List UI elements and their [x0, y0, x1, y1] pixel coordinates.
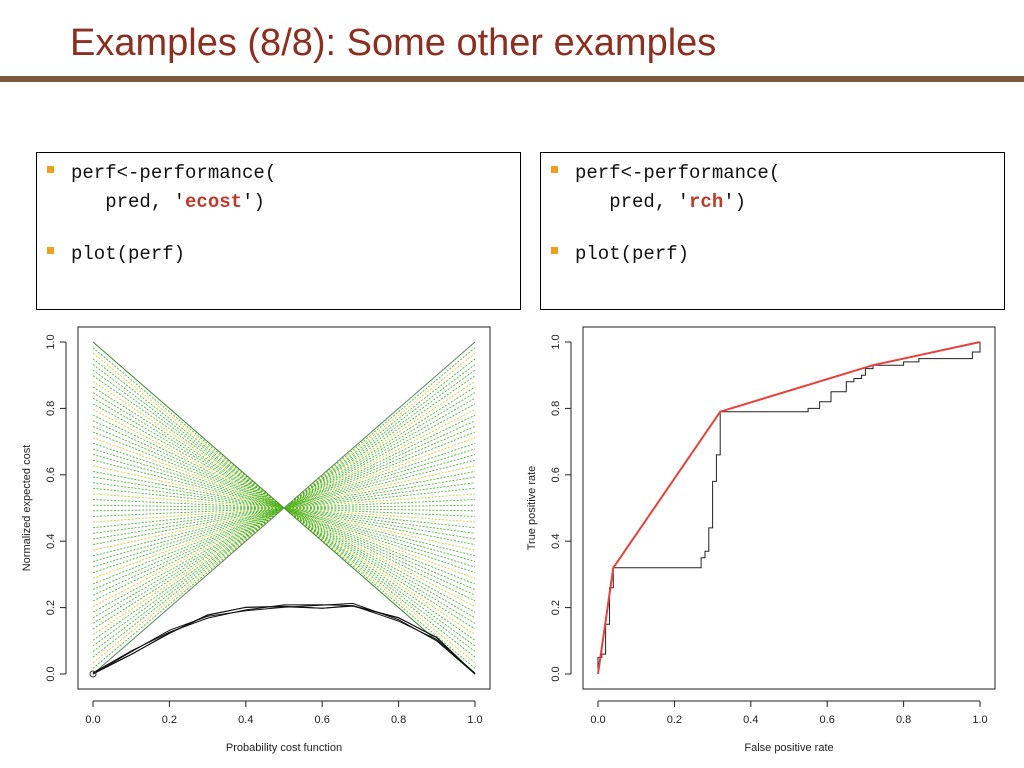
cost-line	[92, 504, 476, 512]
cost-line	[92, 504, 476, 512]
code-line: plot(perf)	[575, 243, 690, 265]
cost-curve-chart: 0.0 0.2 0.4 0.6 0.8 1.0 0.0 0.2 0.4 0.6 0.8 1.0 Prob…	[21, 326, 491, 754]
cost-y-tick-label: 0.8	[45, 401, 57, 416]
cost-line	[92, 487, 476, 529]
cost-line	[92, 499, 476, 517]
title-divider	[0, 76, 1024, 82]
square-bullet-icon	[551, 247, 558, 254]
cost-x-tick-label: 0.0	[85, 714, 100, 726]
code-line-prefix: pred, '	[71, 191, 186, 213]
cost-envelope-line	[92, 604, 476, 674]
cost-y-tick-label: 0.4	[45, 534, 57, 549]
cost-x-axis-title: Probability cost function	[226, 742, 342, 754]
cost-line	[92, 414, 476, 602]
roc-convex-hull-line	[597, 341, 981, 675]
roc-x-tick-label: 0.6	[820, 714, 835, 726]
cost-line	[92, 386, 476, 630]
roc-y-tick-label: 1.0	[550, 334, 562, 349]
measure-keyword: rch	[689, 191, 724, 213]
cost-x-tick-label: 1.0	[467, 714, 482, 726]
cost-line	[92, 414, 476, 602]
code-box-ecost: perf<-performance( pred, 'ecost') plot(p…	[36, 152, 521, 310]
cost-y-tick-label: 1.0	[45, 334, 57, 349]
roc-x-tick-label: 0.4	[743, 714, 758, 726]
code-box-rch: perf<-performance( pred, 'rch') plot(per…	[540, 152, 1005, 310]
cost-envelope-line	[92, 605, 476, 675]
code-line: perf<-performance(	[71, 162, 277, 184]
code-bullet-plot: plot(perf)	[551, 240, 689, 269]
slide-title: Examples (8/8): Some other examples	[70, 22, 717, 64]
roc-x-tick-label: 0.0	[590, 714, 605, 726]
cost-line	[92, 454, 476, 562]
square-bullet-icon	[47, 247, 54, 254]
cost-line	[92, 442, 476, 574]
cost-origin-point	[89, 670, 97, 678]
cost-plot-frame	[77, 326, 491, 690]
cost-x-tick-label: 0.6	[315, 714, 330, 726]
cost-line	[92, 465, 476, 551]
square-bullet-icon	[551, 166, 558, 173]
code-call: perf<-performance( pred, 'rch')	[575, 159, 780, 217]
code-line: perf<-performance(	[575, 162, 781, 184]
cost-diagonal-line	[92, 341, 476, 675]
roc-y-tick-label: 0.6	[550, 467, 562, 482]
cost-line	[92, 386, 476, 630]
roc-chart: 0.0 0.2 0.4 0.6 0.8 1.0 0.0 0.2 0.4 0.6 0.8 1.0 Fals…	[526, 326, 996, 754]
roc-x-tick-label: 1.0	[972, 714, 987, 726]
cost-envelope-line	[92, 602, 476, 675]
code-bullet-performance: perf<-performance( pred, 'ecost')	[47, 159, 276, 217]
cost-line	[92, 465, 476, 551]
roc-y-tick-label: 0.0	[550, 666, 562, 681]
cost-line	[92, 499, 476, 517]
code-bullet-plot: plot(perf)	[47, 240, 185, 269]
code-line-suffix: ')	[242, 191, 265, 213]
cost-x-tick-label: 0.4	[238, 714, 253, 726]
cost-line	[92, 493, 476, 523]
cost-line	[92, 392, 476, 624]
cost-y-tick-label: 0.0	[45, 666, 57, 681]
cost-y-tick-label: 0.2	[45, 600, 57, 615]
roc-y-tick-label: 0.8	[550, 401, 562, 416]
cost-line	[92, 493, 476, 523]
roc-y-axis-title: True positive rate	[526, 466, 538, 551]
roc-y-tick-label: 0.2	[550, 600, 562, 615]
roc-x-axis-title: False positive rate	[744, 742, 833, 754]
cost-x-tick-label: 0.2	[162, 714, 177, 726]
code-call: perf<-performance( pred, 'ecost')	[71, 159, 276, 217]
roc-x-tick-label: 0.2	[667, 714, 682, 726]
roc-y-tick-label: 0.4	[550, 534, 562, 549]
cost-x-tick-label: 0.8	[391, 714, 406, 726]
cost-line	[92, 454, 476, 562]
code-line: plot(perf)	[71, 243, 186, 265]
cost-line	[92, 392, 476, 624]
roc-x-tick-label: 0.8	[896, 714, 911, 726]
roc-plot-frame	[582, 326, 996, 690]
square-bullet-icon	[47, 166, 54, 173]
cost-line	[92, 487, 476, 529]
code-line-suffix: ')	[723, 191, 747, 213]
cost-y-tick-label: 0.6	[45, 467, 57, 482]
code-bullet-performance: perf<-performance( pred, 'rch')	[551, 159, 780, 217]
code-line-prefix: pred, '	[575, 191, 690, 213]
measure-keyword: ecost	[185, 191, 243, 213]
cost-line	[92, 442, 476, 574]
cost-y-axis-title: Normalized expected cost	[21, 445, 33, 572]
